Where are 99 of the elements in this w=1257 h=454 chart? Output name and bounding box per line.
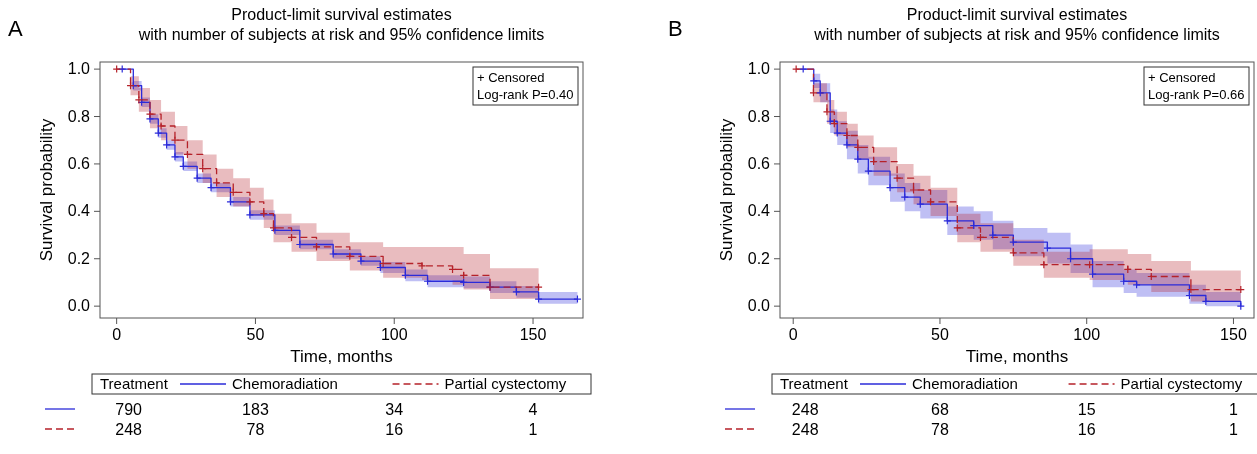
point	[1236, 302, 1245, 311]
point	[864, 166, 873, 176]
text: 78	[931, 421, 949, 438]
legend-label: Chemoradiation	[232, 375, 338, 392]
text: 248	[791, 421, 819, 438]
text: 78	[246, 421, 265, 438]
point	[842, 131, 852, 140]
point	[156, 121, 166, 131]
point	[245, 197, 254, 206]
point	[893, 174, 902, 183]
x-tick-label: 50	[246, 326, 265, 343]
y-tick-label: 0.8	[67, 107, 91, 125]
text: B	[668, 16, 683, 41]
point	[988, 230, 997, 240]
point	[1039, 260, 1048, 269]
point	[822, 107, 832, 116]
text: 248	[791, 401, 819, 418]
point	[170, 136, 180, 145]
text: 34	[385, 401, 404, 418]
annotation: + Censored	[1148, 70, 1216, 85]
annotation: Log-rank P=0.40	[477, 87, 574, 102]
point	[212, 178, 221, 187]
point	[809, 76, 818, 86]
point	[953, 223, 962, 233]
point	[329, 249, 338, 259]
point	[206, 183, 216, 192]
legend-label: Partial cystectomy	[1120, 375, 1243, 392]
text: 183	[242, 401, 269, 418]
annotation: Log-rank P=0.66	[1148, 87, 1245, 102]
chart-title: Product-limit survival estimates	[231, 6, 452, 23]
x-tick-label: 100	[1073, 326, 1101, 343]
x-tick-label: 150	[519, 326, 547, 343]
point	[1186, 285, 1195, 294]
point	[118, 65, 127, 74]
x-tick-label: 0	[112, 326, 122, 343]
text: 16	[385, 421, 404, 438]
chart-subtitle: with number of subjects at risk and 95% confidence limits	[137, 26, 545, 43]
x-tick-label: 100	[380, 326, 408, 343]
point	[833, 129, 842, 138]
text: 16	[1077, 421, 1096, 438]
point	[417, 261, 427, 270]
y-axis-title: Survival probability	[717, 118, 736, 262]
legend-label: Partial cystectomy	[444, 375, 567, 392]
point	[112, 65, 121, 74]
chart-subtitle: with number of subjects at risk and 95% confidence limits	[813, 26, 1220, 43]
x-tick-label: 50	[931, 326, 949, 343]
point	[573, 294, 582, 304]
point	[909, 185, 918, 195]
text: 1	[528, 421, 538, 438]
y-tick-label: 0.6	[747, 154, 771, 172]
text: 68	[931, 401, 949, 418]
point	[145, 110, 155, 119]
text: 248	[115, 421, 143, 438]
y-tick-label: 0.0	[67, 297, 91, 315]
point	[356, 257, 366, 266]
x-tick-label: 150	[1220, 326, 1247, 343]
point	[534, 294, 543, 304]
point	[512, 287, 521, 297]
chart-title: Product-limit survival estimates	[906, 6, 1128, 23]
legend-label: Chemoradiation	[912, 375, 1018, 392]
point	[1043, 243, 1052, 253]
point	[154, 129, 163, 138]
text: 15	[1077, 401, 1096, 418]
y-tick-label: 1.0	[67, 60, 91, 78]
text: 1	[1229, 421, 1238, 438]
y-tick-label: 0.4	[747, 202, 771, 220]
text: 4	[528, 401, 538, 418]
point	[842, 140, 852, 150]
point	[162, 140, 171, 150]
y-tick-label: 0.4	[67, 202, 91, 220]
y-tick-label: 0.0	[747, 297, 771, 315]
point	[170, 152, 180, 161]
x-tick-label: 0	[788, 326, 798, 343]
annotation: + Censored	[477, 70, 545, 85]
text: 790	[115, 401, 143, 418]
point	[900, 193, 909, 202]
y-tick-label: 0.2	[747, 249, 771, 267]
point	[193, 174, 202, 183]
point	[885, 183, 895, 192]
point	[926, 197, 935, 206]
point	[226, 197, 235, 206]
point	[1088, 270, 1097, 279]
point	[799, 65, 808, 74]
x-axis-title: Time, months	[290, 347, 393, 366]
legend-title: Treatment	[100, 375, 169, 392]
y-axis-title: Survival probability	[37, 118, 56, 262]
point	[312, 242, 321, 251]
y-tick-label: 1.0	[747, 60, 771, 78]
point	[1201, 297, 1210, 306]
legend-title: Treatment	[780, 375, 849, 392]
x-axis-title: Time, months	[965, 347, 1069, 366]
point	[792, 65, 801, 74]
point	[245, 210, 254, 219]
y-tick-label: 0.6	[67, 154, 91, 172]
text: 1	[1229, 401, 1238, 418]
y-tick-label: 0.8	[747, 107, 771, 125]
text: A	[8, 16, 23, 41]
point	[1009, 238, 1018, 247]
y-tick-label: 0.2	[67, 249, 91, 267]
